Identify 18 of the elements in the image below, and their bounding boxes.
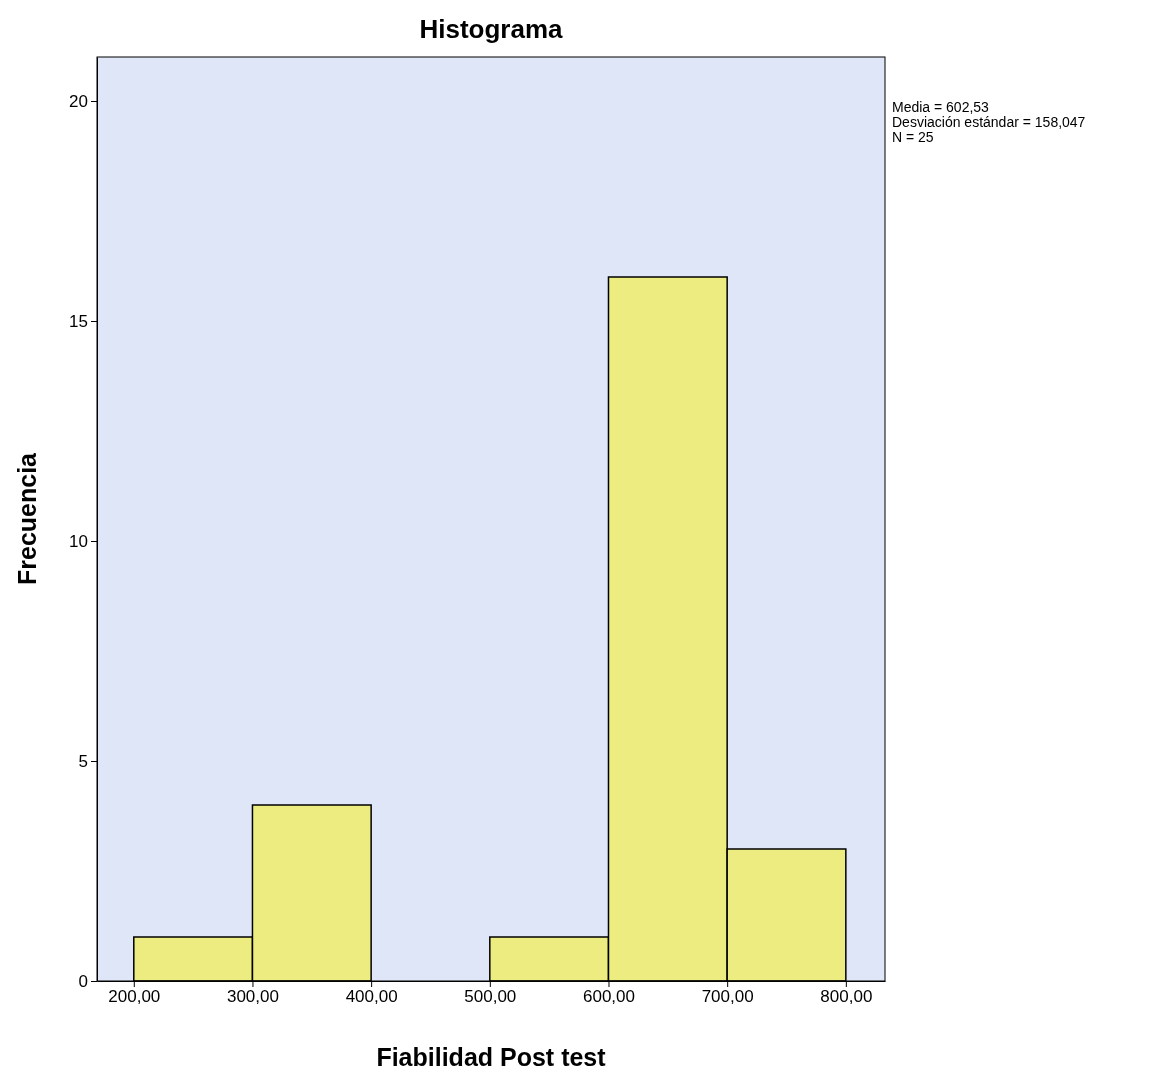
- x-tick-label: 800,00: [820, 987, 873, 1007]
- x-tick-label: 400,00: [345, 987, 398, 1007]
- y-tick-label: 10: [69, 531, 88, 551]
- x-tick-label: 700,00: [701, 987, 754, 1007]
- text: N = 25: [892, 129, 934, 145]
- text: Media = 602,53: [892, 99, 990, 115]
- y-tick-label: 0: [78, 971, 88, 991]
- y-tick-label: 15: [69, 311, 88, 331]
- y-axis-title: Frecuencia: [13, 451, 41, 586]
- x-tick-label: 600,00: [582, 987, 635, 1007]
- y-tick-label: 20: [69, 91, 88, 111]
- text: Desviación estándar = 158,047: [892, 114, 1086, 130]
- x-tick-label: 500,00: [464, 987, 517, 1007]
- chart-title: Histograma: [419, 14, 564, 44]
- y-tick-label: 5: [78, 751, 88, 771]
- x-tick-label: 200,00: [108, 987, 161, 1007]
- x-tick-label: 300,00: [226, 987, 279, 1007]
- x-axis-title: Fiabilidad Post test: [376, 1043, 607, 1071]
